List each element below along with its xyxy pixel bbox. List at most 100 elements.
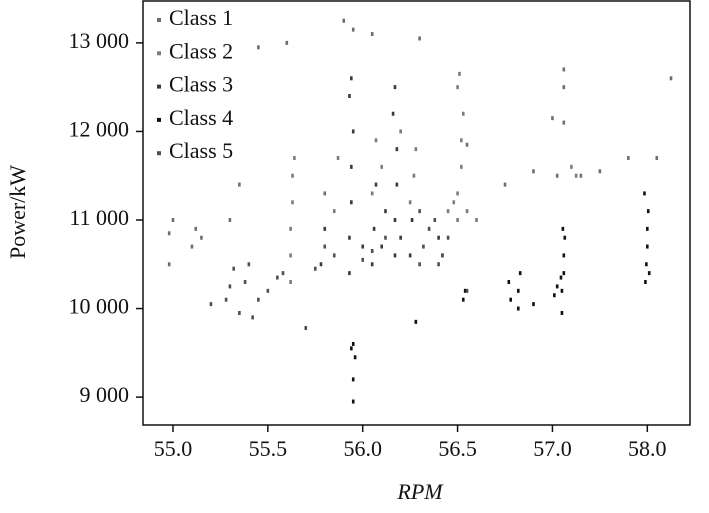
scatter-point <box>427 226 431 231</box>
scatter-point <box>171 217 175 222</box>
scatter-point <box>532 302 535 307</box>
scatter-point <box>553 293 556 298</box>
scatter-point <box>437 235 440 240</box>
scatter-point <box>579 173 583 178</box>
scatter-point <box>465 142 469 147</box>
scatter-point <box>232 266 235 271</box>
scatter-point <box>503 182 507 187</box>
scatter-point <box>342 18 346 23</box>
scatter-point <box>384 209 387 214</box>
scatter-point <box>291 173 294 178</box>
scatter-point <box>643 191 646 196</box>
scatter-point <box>456 191 459 196</box>
x-tick-label: 58.0 <box>628 436 667 461</box>
scatter-point <box>380 164 383 169</box>
scatter-point <box>562 253 566 258</box>
scatter-point <box>194 226 198 231</box>
scatter-point <box>410 217 414 222</box>
x-tick-label: 56.0 <box>343 436 382 461</box>
scatter-point <box>463 288 467 293</box>
scatter-point <box>238 310 241 315</box>
scatter-point <box>361 257 365 262</box>
scatter-point <box>399 235 402 240</box>
scatter-point <box>391 111 395 116</box>
scatter-point <box>655 156 659 161</box>
scatter-point <box>200 235 203 240</box>
scatter-point <box>323 191 327 196</box>
scatter-point <box>563 235 567 240</box>
scatter-point <box>646 226 649 231</box>
scatter-point <box>323 226 327 231</box>
scatter-point <box>452 200 456 205</box>
scatter-point <box>351 377 355 382</box>
legend-label: Class 4 <box>169 105 233 130</box>
scatter-point <box>351 27 355 32</box>
scatter-point <box>351 341 355 346</box>
scatter-point <box>266 288 270 293</box>
legend-marker <box>157 117 161 122</box>
scatter-point <box>598 169 602 174</box>
scatter-point <box>647 271 651 276</box>
scatter-point <box>446 235 450 240</box>
scatter-point <box>350 346 353 351</box>
scatter-point <box>361 244 365 249</box>
scatter-point <box>395 147 399 152</box>
scatter-point <box>465 209 469 214</box>
scatter-point <box>393 85 397 90</box>
scatter-point <box>437 262 440 267</box>
scatter-point <box>561 226 565 231</box>
legend-label: Class 3 <box>169 72 233 97</box>
scatter-point <box>323 244 327 249</box>
scatter-point <box>412 173 416 178</box>
scatter-point <box>313 266 317 271</box>
legend-label: Class 1 <box>169 5 233 30</box>
legend-label: Class 5 <box>169 138 233 163</box>
y-tick-label: 12 000 <box>69 116 130 141</box>
scatter-point <box>351 399 355 404</box>
scatter-point <box>555 173 559 178</box>
scatter-point <box>518 271 522 276</box>
legend-label: Class 2 <box>169 38 233 63</box>
scatter-point <box>247 262 251 267</box>
scatter-point <box>370 32 374 37</box>
scatter-point <box>281 271 285 276</box>
scatter-point <box>353 355 357 360</box>
scatter-point <box>562 67 566 72</box>
plot-frame <box>142 0 691 426</box>
legend-marker <box>157 51 161 56</box>
x-tick-label: 56.5 <box>438 436 477 461</box>
scatter-point <box>644 279 647 284</box>
scatter-point <box>559 275 563 280</box>
scatter-point <box>393 253 397 258</box>
scatter-point <box>560 288 564 293</box>
scatter-point <box>348 94 351 99</box>
legend-marker <box>157 84 161 89</box>
scatter-point <box>374 138 378 143</box>
scatter-point <box>384 235 387 240</box>
scatter-point <box>285 40 289 45</box>
scatter-point <box>418 36 421 41</box>
scatter-point <box>370 262 374 267</box>
scatter-point <box>289 226 292 231</box>
scatter-point <box>293 156 296 161</box>
scatter-point <box>418 209 421 214</box>
scatter-point <box>461 297 465 302</box>
scatter-point <box>570 164 573 169</box>
scatter-point <box>532 169 535 174</box>
scatter-point <box>350 200 353 205</box>
scatter-point <box>304 326 308 331</box>
y-axis-label: Power/kW <box>5 165 30 259</box>
scatter-point <box>446 209 450 214</box>
scatter-point <box>289 279 292 284</box>
x-tick-label: 55.0 <box>154 436 193 461</box>
scatter-point <box>289 253 292 258</box>
scatter-point <box>555 284 559 289</box>
scatter-point <box>167 231 171 236</box>
scatter-point <box>336 156 340 161</box>
scatter-point <box>224 297 228 302</box>
scatter-point <box>560 310 564 315</box>
scatter-point <box>627 156 630 161</box>
scatter-point <box>418 262 421 267</box>
scatter-point <box>645 262 648 267</box>
scatter-point <box>562 85 566 90</box>
